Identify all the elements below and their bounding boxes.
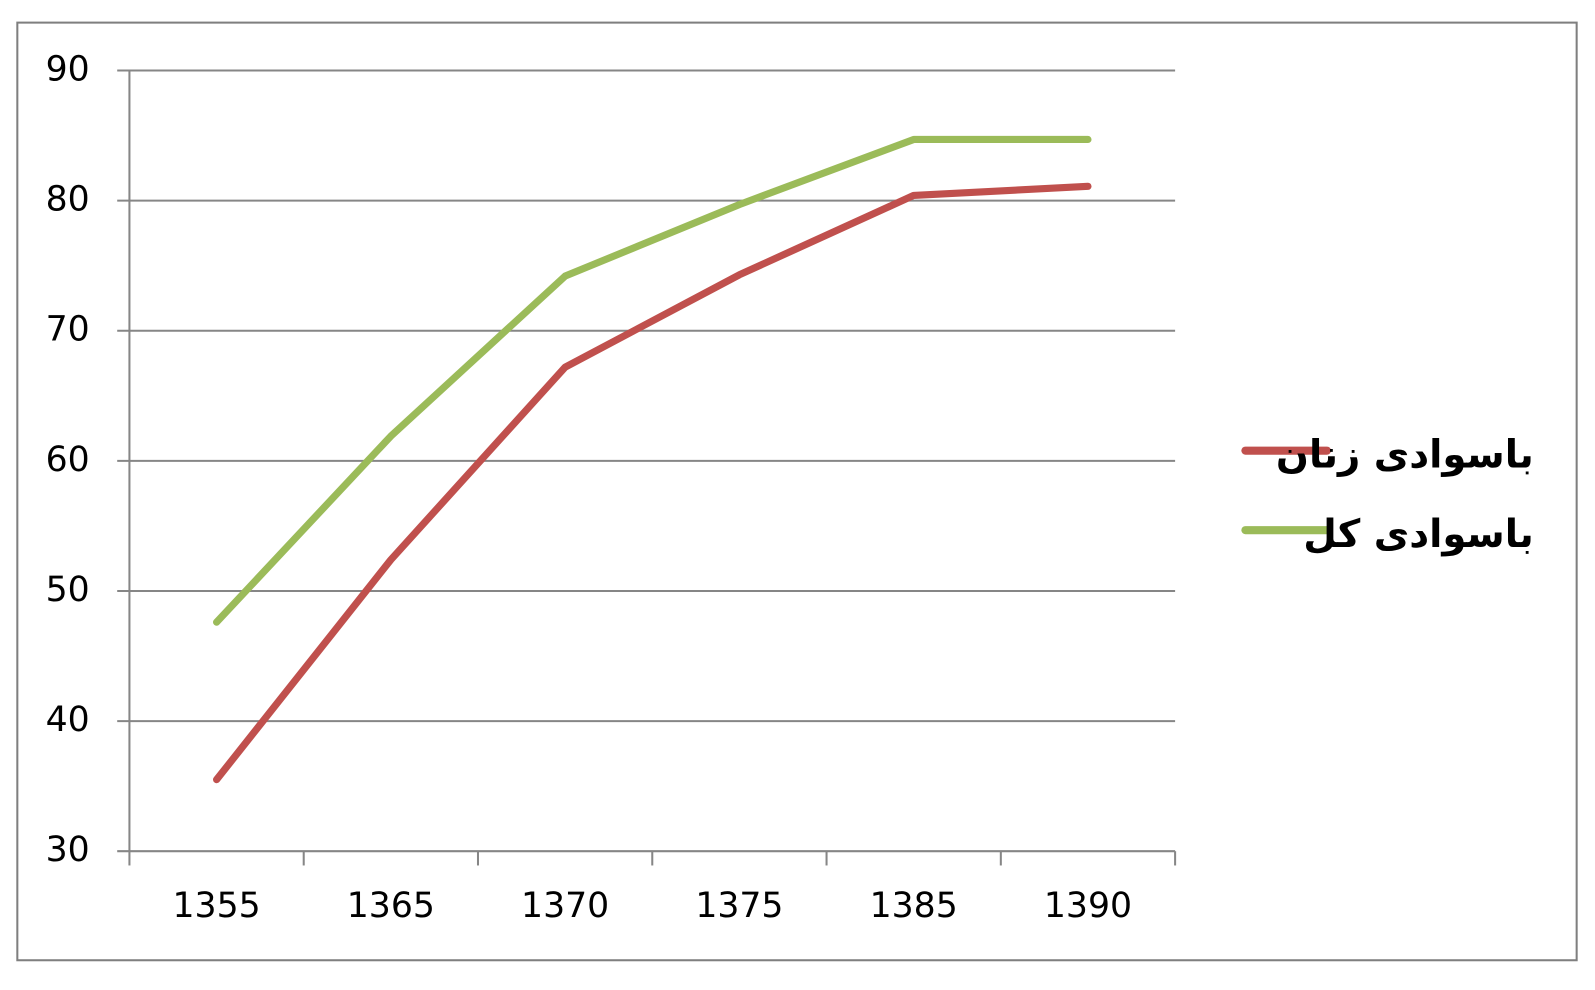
chart-border bbox=[16, 21, 1578, 962]
y-tick-label: 40 bbox=[46, 700, 90, 740]
y-tick-label: 60 bbox=[46, 440, 90, 480]
x-tick-label: 1370 bbox=[521, 886, 609, 926]
legend-text: باسوادی زنان bbox=[1276, 432, 1534, 477]
y-tick-label: 50 bbox=[46, 570, 90, 610]
x-tick-label: 1375 bbox=[695, 886, 783, 926]
y-tick-label: 80 bbox=[46, 180, 90, 220]
x-tick-label: 1365 bbox=[347, 886, 435, 926]
y-tick-label: 70 bbox=[46, 310, 90, 350]
legend-text: باسوادی کل bbox=[1303, 512, 1534, 557]
x-tick-label: 1355 bbox=[172, 886, 260, 926]
x-tick-label: 1390 bbox=[1044, 886, 1132, 926]
y-tick-label: 30 bbox=[46, 830, 90, 870]
series-line bbox=[213, 182, 1092, 784]
series-line bbox=[213, 135, 1092, 626]
y-tick-label: 90 bbox=[46, 50, 90, 90]
x-tick-label: 1385 bbox=[870, 886, 958, 926]
